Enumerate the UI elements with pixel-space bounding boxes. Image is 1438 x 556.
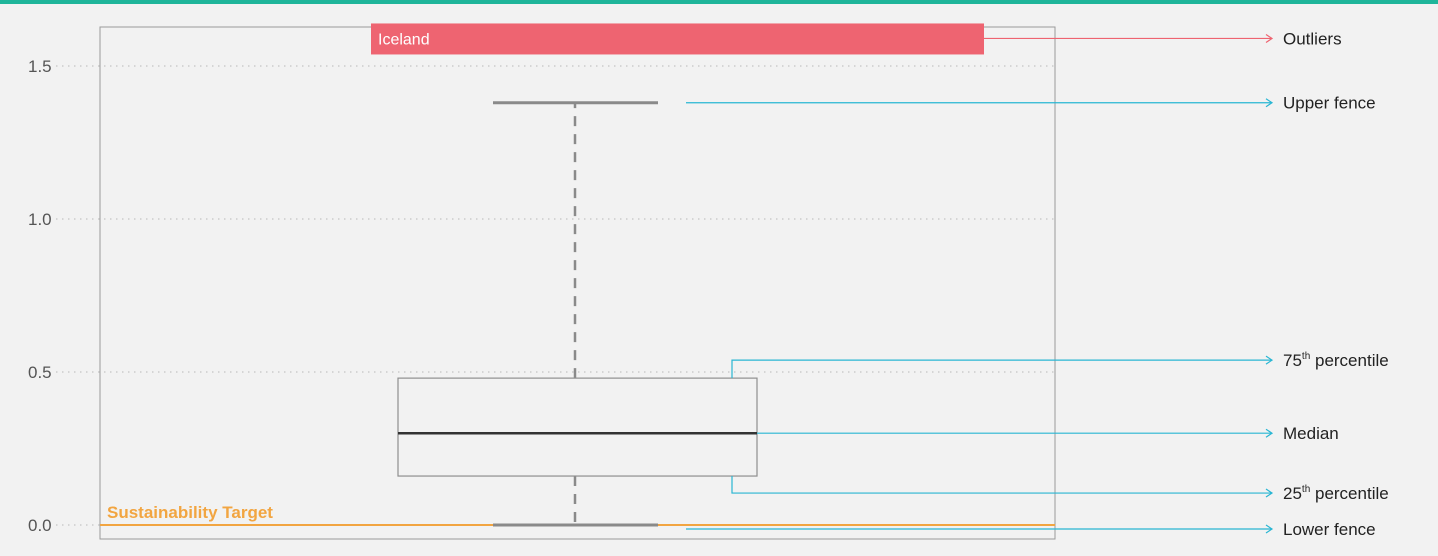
iqr-box bbox=[397, 377, 758, 477]
annotation-label: 75th percentile bbox=[1283, 351, 1389, 370]
annotation-label: 25th percentile bbox=[1283, 484, 1389, 503]
arrow-head bbox=[1265, 488, 1274, 498]
y-tick-label: 0.0 bbox=[28, 516, 52, 535]
annotation-label: Lower fence bbox=[1283, 520, 1376, 539]
boxplot bbox=[397, 101, 758, 527]
outlier-label: Iceland bbox=[378, 31, 430, 48]
annotation-label: Median bbox=[1283, 424, 1339, 443]
leader-line bbox=[731, 476, 1272, 494]
y-axis-ticks: 0.0 0.5 1.0 1.5 bbox=[28, 57, 52, 535]
arrow-head bbox=[1265, 33, 1274, 43]
sustainability-target: Sustainability Target bbox=[100, 503, 1055, 526]
top-accent-rule bbox=[0, 0, 1438, 4]
annotation-label: Outliers bbox=[1283, 29, 1342, 48]
y-tick-label: 1.5 bbox=[28, 57, 52, 76]
leader-line bbox=[731, 359, 1272, 379]
arrow-head bbox=[1265, 98, 1274, 108]
outlier-bar bbox=[371, 23, 984, 55]
annotation-label: Upper fence bbox=[1283, 94, 1376, 113]
target-label: Sustainability Target bbox=[107, 503, 273, 522]
y-tick-label: 1.0 bbox=[28, 210, 52, 229]
arrow-head bbox=[1265, 355, 1274, 365]
arrow-head bbox=[1265, 428, 1274, 438]
outlier: Iceland bbox=[371, 23, 984, 55]
annotations: Outliers Upper fence 75th percentile Median… bbox=[686, 29, 1389, 539]
y-tick-label: 0.5 bbox=[28, 363, 52, 382]
arrow-head bbox=[1265, 524, 1274, 534]
